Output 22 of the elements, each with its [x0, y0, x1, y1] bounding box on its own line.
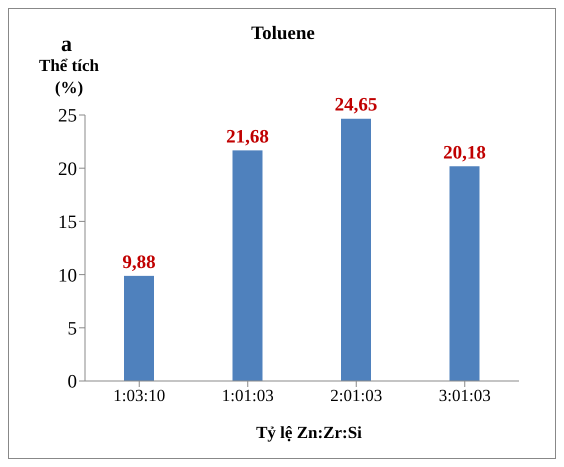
bar [450, 166, 480, 381]
bar [124, 276, 154, 381]
text: a [61, 31, 72, 57]
chart-title: Toluene [251, 23, 315, 44]
y-tick-label: 5 [68, 318, 77, 340]
y-tick-label: 20 [58, 158, 77, 180]
bar [341, 118, 371, 381]
data-label: 9,88 [122, 252, 156, 273]
y-tick-label: 0 [68, 372, 77, 393]
x-tick-label: 2:01:03 [330, 386, 382, 406]
data-label: 21,68 [226, 126, 269, 148]
data-label: 20,18 [443, 142, 486, 164]
bar [232, 150, 262, 381]
y-tick-label: 10 [58, 265, 77, 286]
x-tick-label: 1:03:10 [113, 386, 166, 406]
x-tick-label: 3:01:03 [438, 386, 491, 406]
x-tick-label: 1:01:03 [222, 386, 274, 406]
y-tick-label: 15 [58, 212, 77, 234]
data-label: 24,65 [334, 94, 378, 116]
y-tick-label: 25 [58, 106, 77, 127]
x-axis-title: Tỷ lệ Zn:Zr:Si [255, 423, 363, 443]
y-axis-title: Thể tích (%) [39, 55, 99, 99]
